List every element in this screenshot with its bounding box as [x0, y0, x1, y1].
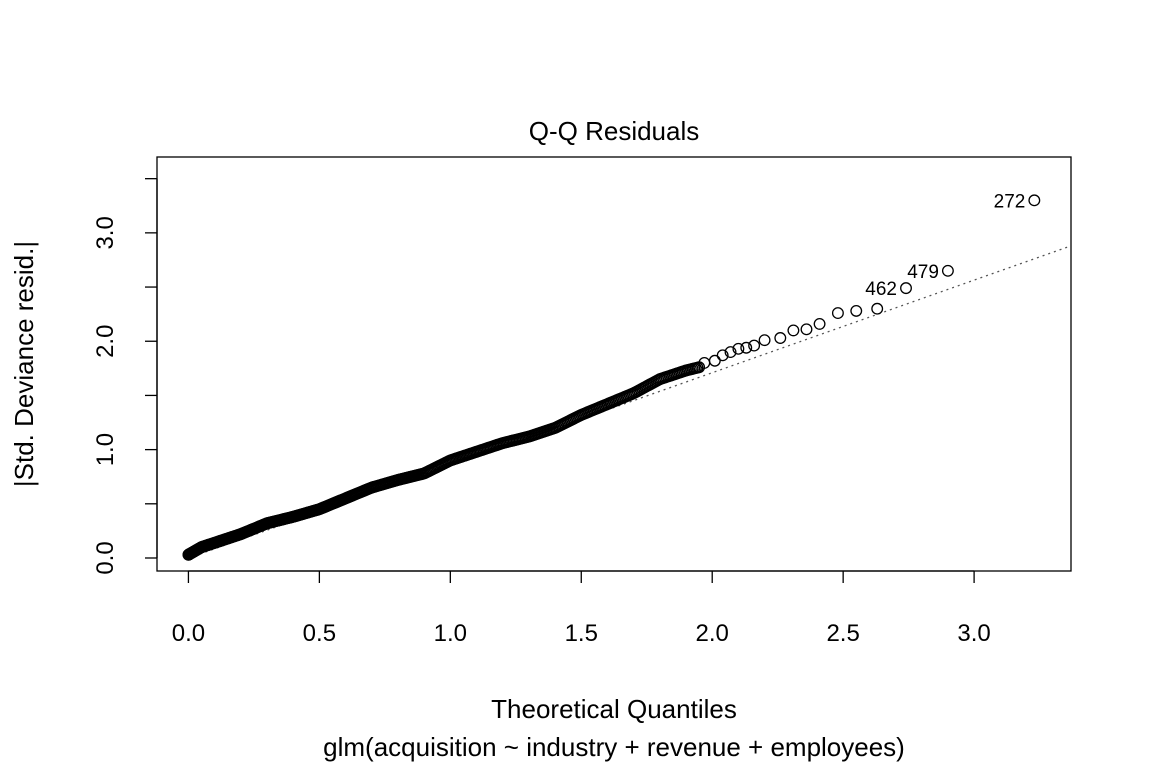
x-tick-label: 2.0 — [696, 620, 729, 647]
data-point — [716, 349, 729, 362]
data-point — [871, 302, 884, 315]
y-axis-label: |Std. Deviance resid.| — [9, 241, 39, 487]
data-point — [850, 304, 863, 317]
x-tick-label: 0.0 — [172, 620, 205, 647]
data-point — [1028, 194, 1041, 207]
data-point — [787, 324, 800, 337]
points-layer — [182, 194, 1041, 561]
data-point — [813, 317, 826, 330]
point-label-462: 462 — [865, 279, 897, 300]
data-point — [831, 307, 844, 320]
data-point — [800, 323, 813, 336]
x-tick-label: 1.5 — [565, 620, 598, 647]
x-axis: 0.0 0.5 1.0 1.5 2.0 2.5 3.0 — [172, 570, 991, 647]
x-axis-label: Theoretical Quantiles — [491, 694, 737, 724]
point-label-272: 272 — [994, 191, 1026, 212]
data-point — [724, 346, 737, 359]
chart-title: Q-Q Residuals — [529, 116, 700, 146]
model-formula-subtitle: glm(acquisition ~ industry + revenue + e… — [323, 732, 905, 762]
y-tick-label: 1.0 — [92, 433, 119, 466]
point-labels-layer: 462 479 272 — [865, 191, 1025, 300]
y-tick-label: 3.0 — [92, 216, 119, 249]
data-point — [774, 332, 787, 344]
data-point — [740, 341, 753, 354]
x-tick-label: 3.0 — [957, 620, 990, 647]
x-tick-label: 0.5 — [303, 620, 336, 647]
data-point — [758, 334, 771, 347]
data-point — [708, 354, 721, 367]
point-label-479: 479 — [907, 262, 939, 283]
data-point — [941, 264, 954, 277]
data-point — [748, 339, 761, 352]
y-axis: 0.0 1.0 2.0 3.0 — [92, 178, 158, 575]
x-tick-label: 1.0 — [434, 620, 467, 647]
data-point — [900, 282, 912, 295]
plot-frame — [156, 156, 1072, 572]
y-tick-label: 2.0 — [92, 325, 119, 358]
x-tick-label: 2.5 — [826, 620, 859, 647]
y-tick-label: 0.0 — [92, 541, 119, 574]
data-point — [732, 342, 745, 355]
